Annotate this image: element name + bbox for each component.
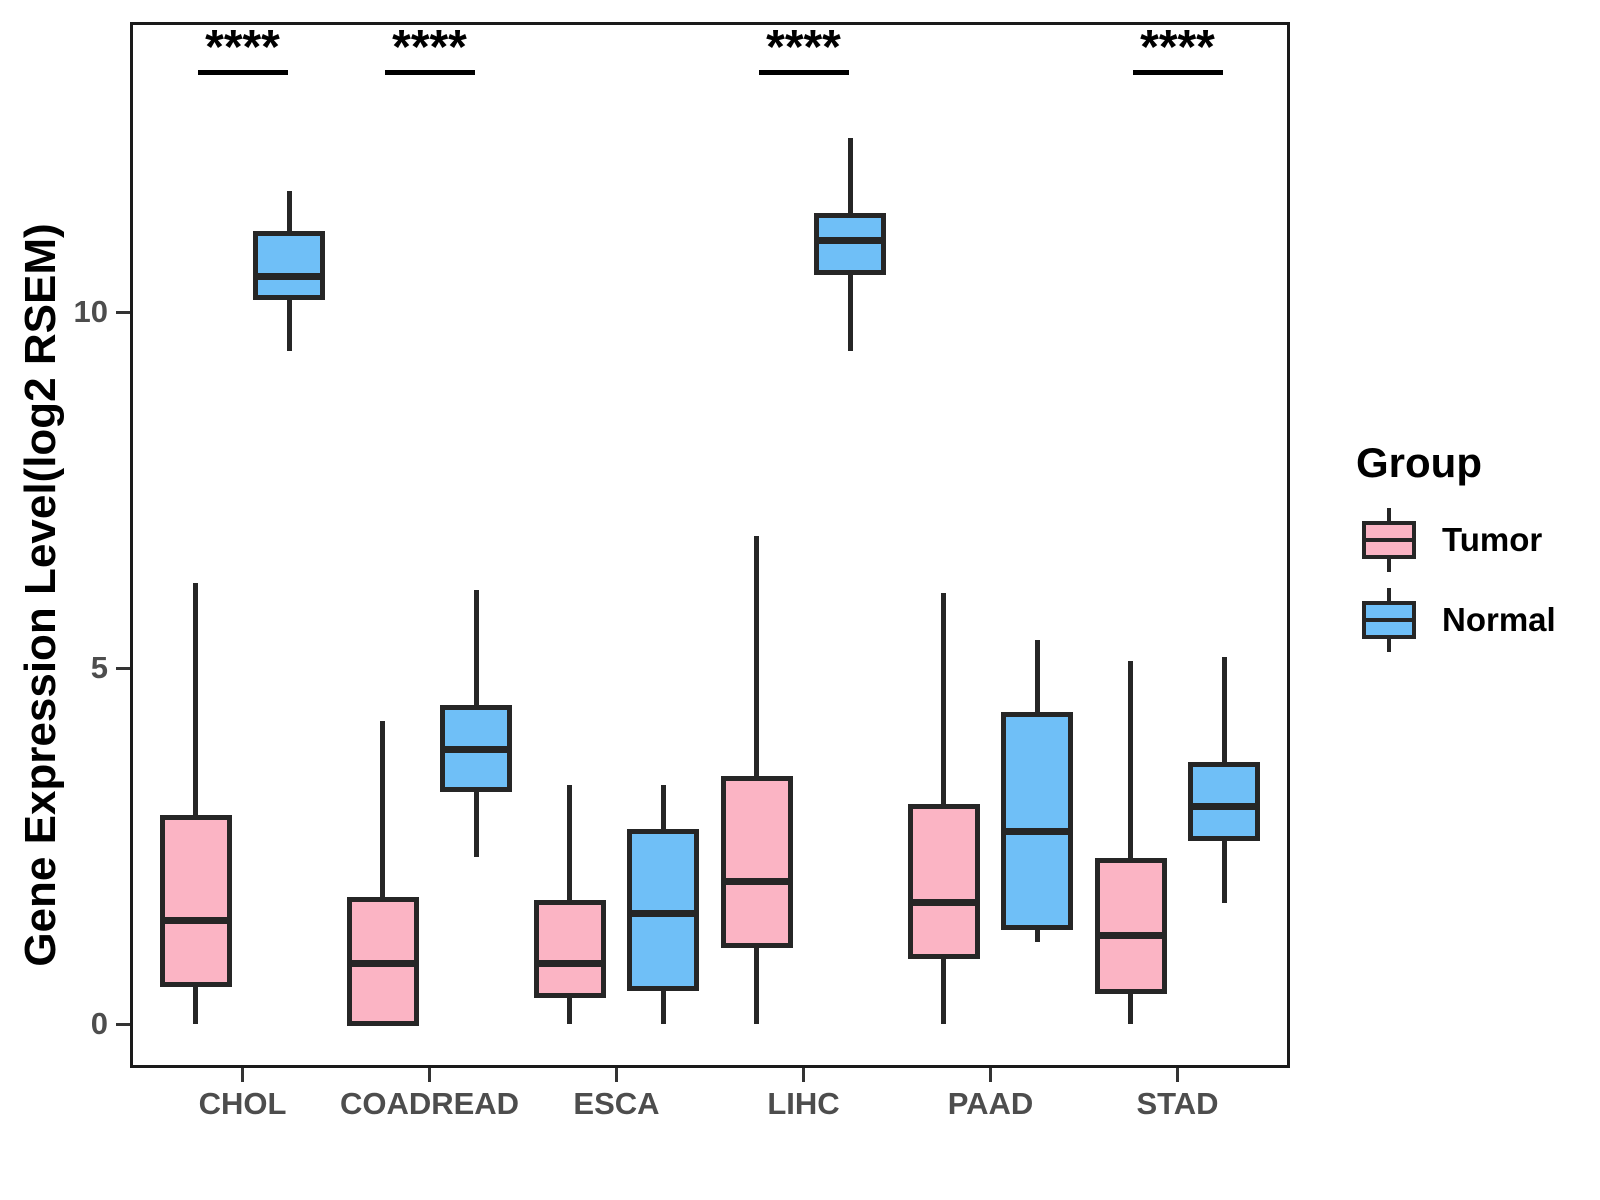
whisker-chol-tumor (193, 582, 199, 1024)
whisker-coadread-tumor (380, 721, 386, 1024)
significance-stars-lihc: **** (766, 21, 841, 74)
legend: Group Tumor Normal (1356, 440, 1556, 668)
x-tick-mark (428, 1068, 431, 1082)
box-stad-tumor (1094, 857, 1167, 995)
y-axis-title: Gene Expression Level(log2 RSEM) (16, 223, 65, 967)
median-coadread-normal (440, 746, 513, 754)
x-axis-label-lihc: LIHC (767, 1086, 840, 1121)
significance-stars-coadread: **** (392, 21, 467, 74)
legend-label-tumor: Tumor (1442, 521, 1543, 558)
median-paad-tumor (907, 899, 980, 907)
box-esca-tumor (533, 900, 606, 998)
box-chol-tumor (159, 815, 232, 988)
box-paad-normal (1001, 711, 1074, 931)
x-axis-label-stad: STAD (1136, 1086, 1219, 1121)
legend-item-normal: Normal (1356, 588, 1556, 652)
median-lihc-tumor (720, 878, 793, 886)
median-coadread-tumor (346, 959, 419, 967)
boxplot-glyph-normal-icon (1362, 588, 1416, 652)
median-paad-normal (1001, 828, 1074, 836)
significance-bar-chol (197, 70, 288, 75)
median-stad-tumor (1094, 931, 1167, 939)
median-stad-normal (1188, 803, 1261, 811)
glyph-median (1362, 538, 1416, 542)
significance-stars-chol: **** (205, 21, 280, 74)
glyph-median (1362, 618, 1416, 622)
box-esca-normal (627, 829, 700, 991)
median-esca-normal (627, 910, 700, 918)
box-paad-tumor (907, 804, 980, 959)
median-esca-tumor (533, 959, 606, 967)
x-axis-label-coadread: COADREAD (339, 1086, 520, 1121)
legend-item-tumor: Tumor (1356, 508, 1556, 572)
x-tick-mark (802, 1068, 805, 1082)
significance-bar-stad (1132, 70, 1223, 75)
median-chol-tumor (159, 917, 232, 925)
x-tick-mark (1176, 1068, 1179, 1082)
x-tick-mark (989, 1068, 992, 1082)
x-axis-label-esca: ESCA (573, 1086, 660, 1121)
x-axis-label-chol: CHOL (198, 1086, 287, 1121)
y-tick-mark (116, 310, 130, 314)
significance-stars-stad: **** (1140, 21, 1215, 74)
x-tick-mark (241, 1068, 244, 1082)
box-stad-normal (1188, 761, 1261, 842)
box-lihc-normal (814, 213, 887, 276)
x-axis-label-paad: PAAD (947, 1086, 1034, 1121)
boxplot-glyph-tumor-icon (1362, 508, 1416, 572)
legend-label-normal: Normal (1442, 601, 1556, 638)
y-tick-label: 10 (73, 294, 108, 329)
legend-title: Group (1356, 439, 1482, 486)
median-chol-normal (253, 272, 326, 280)
box-lihc-tumor (720, 775, 793, 949)
median-lihc-normal (814, 237, 887, 245)
y-tick-label: 0 (90, 1006, 108, 1041)
significance-bar-coadread (384, 70, 475, 75)
y-tick-label: 5 (90, 650, 108, 685)
significance-bar-lihc (758, 70, 849, 75)
y-tick-mark (116, 1022, 130, 1026)
y-tick-mark (116, 666, 130, 670)
whisker-stad-tumor (1128, 660, 1134, 1024)
x-tick-mark (615, 1068, 618, 1082)
box-chol-normal (253, 231, 326, 301)
